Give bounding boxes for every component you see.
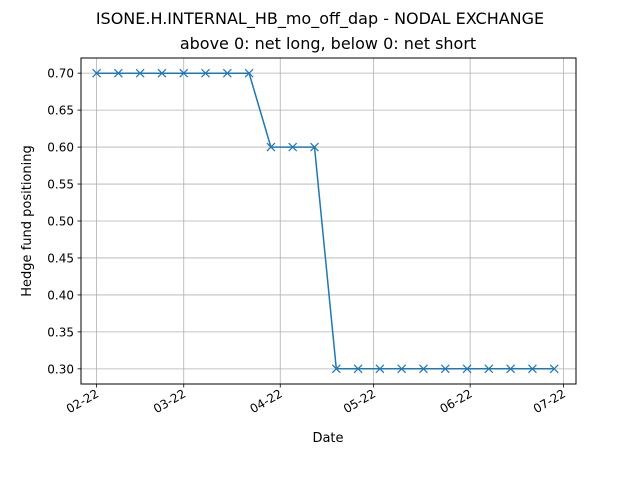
y-axis-ticks: 0.30 0.35 0.40 0.45 0.50 0.55 0.60 0.65 0.70 [47, 67, 81, 376]
y-tick-label: 0.55 [47, 178, 74, 192]
data-point-marker [353, 364, 363, 374]
y-tick-label: 0.35 [47, 325, 74, 339]
x-axis-label: Date [312, 431, 343, 446]
data-point-marker [440, 364, 450, 374]
y-tick-label: 0.65 [47, 104, 74, 118]
y-tick-label: 0.60 [47, 141, 74, 155]
data-point-marker [375, 364, 385, 374]
plot-frame [80, 57, 577, 385]
data-point-marker [288, 142, 298, 152]
series-group [92, 68, 559, 374]
y-tick-label: 0.45 [47, 251, 74, 265]
data-point-marker [222, 68, 232, 78]
chart-subtitle: above 0: net long, below 0: net short [180, 34, 476, 53]
data-point-marker [92, 68, 101, 78]
series-line [96, 72, 555, 370]
y-tick-label: 0.50 [47, 215, 74, 229]
data-point-marker [135, 68, 145, 78]
y-tick-label: 0.70 [47, 67, 74, 81]
data-point-marker [157, 68, 167, 78]
data-point-marker [244, 68, 254, 78]
data-point-marker [527, 364, 537, 374]
data-point-marker [506, 364, 516, 374]
data-point-marker [397, 364, 407, 374]
y-tick-label: 0.30 [47, 362, 74, 376]
data-point-marker [549, 364, 559, 374]
data-point-marker [266, 142, 276, 152]
chart-title: ISONE.H.INTERNAL_HB_mo_off_dap - NODAL E… [96, 9, 544, 29]
data-point-marker [331, 364, 341, 374]
data-point-marker [179, 68, 189, 78]
data-point-marker [419, 364, 428, 374]
data-point-marker [484, 364, 494, 374]
data-point-marker [310, 142, 319, 152]
data-point-marker [201, 68, 210, 78]
y-tick-label: 0.40 [47, 288, 74, 302]
data-point-marker [113, 68, 123, 78]
data-point-marker [462, 364, 472, 374]
y-axis-label: Hedge fund positioning [20, 145, 35, 296]
